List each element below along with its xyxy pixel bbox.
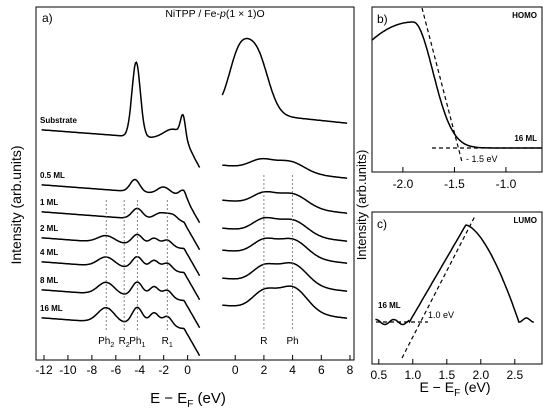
x-tick-label: -2	[158, 363, 169, 377]
spectrum-left-line	[41, 306, 201, 357]
x-tick-label: -2.0	[393, 177, 414, 191]
spectrum-label: 2 ML	[40, 224, 58, 233]
panel-c-legend: LUMO	[513, 216, 537, 225]
spectrum-label: 1 ML	[40, 198, 58, 207]
spectrum-right-line	[222, 190, 348, 214]
x-tick-label: -6	[110, 363, 121, 377]
onset-fit-line	[421, 7, 463, 163]
panel-b: b) HOMO 16 ML - 1.5 eV -2.0 -1.5 -1.0	[371, 6, 543, 191]
onset-label: - 1.5 eV	[466, 154, 498, 164]
curve-label: 16 ML	[514, 134, 537, 143]
homo-curve	[371, 21, 542, 149]
spectrum-right-line	[221, 37, 348, 124]
x-tick-label: 1.0	[404, 368, 421, 382]
spectrum-right-line	[222, 262, 348, 292]
x-tick-label: 6	[318, 363, 325, 377]
spectrum-label: Substrate	[40, 116, 77, 125]
panel-b-legend: HOMO	[512, 11, 537, 20]
spectrum-right-line	[222, 216, 348, 242]
peak-annotation: Ph2	[98, 336, 114, 349]
panel-label-b: b)	[377, 12, 388, 26]
panel-a-frame	[35, 6, 355, 361]
x-tick-label: -10	[59, 363, 77, 377]
x-tick-label: 2.0	[472, 368, 489, 382]
x-tick-label: -12	[35, 363, 53, 377]
x-tick-label: 8	[347, 363, 354, 377]
spectrum-left-line	[41, 255, 201, 301]
x-tick-label: -4	[134, 363, 145, 377]
x-tick-label: -1.5	[444, 177, 465, 191]
peak-annotation: R	[260, 336, 267, 347]
spectrum-left-line	[41, 281, 201, 329]
spectrum-label: 0.5 ML	[40, 171, 65, 180]
x-axis-label-right: E − EF (eV)	[419, 379, 490, 399]
panel-a-title: NiTPP / Fe-p(1 × 1)O	[165, 8, 264, 20]
panel-b-frame	[371, 6, 543, 173]
x-tick-label: 0	[184, 363, 191, 377]
peak-annotation: R1	[162, 336, 173, 349]
peak-annotation: R2	[119, 336, 130, 349]
spectrum-left-line	[41, 207, 201, 251]
x-tick-label: -8	[87, 363, 98, 377]
panel-c-frame	[371, 211, 543, 365]
spectrum-left-line	[41, 61, 201, 168]
spectrum-right-line	[222, 285, 348, 319]
lumo-curve	[375, 224, 534, 326]
x-tick-label: 1.5	[438, 368, 455, 382]
x-axis-label-left: E − EF (eV)	[150, 390, 226, 410]
x-tick-label: 2	[261, 363, 268, 377]
peak-annotation: Ph1	[129, 336, 145, 349]
peak-annotation: Ph	[286, 336, 298, 347]
onset-fit-line	[401, 215, 476, 359]
spectrum-label: 8 ML	[40, 276, 58, 285]
panel-c: c) LUMO 16 ML 1.0 eV 0.5 1.0 1.5 2.0 2.5	[370, 211, 543, 382]
spectrum-label: 4 ML	[40, 248, 58, 257]
spectrum-right-line	[222, 157, 348, 179]
y-axis-label-right: Intensity (arb.units)	[354, 150, 369, 261]
x-tick-label: 0.5	[370, 368, 387, 382]
curve-label: 16 ML	[378, 301, 401, 310]
x-tick-label: 4	[289, 363, 296, 377]
onset-label: 1.0 eV	[428, 310, 454, 320]
y-axis-label-left: Intensity (arb.units)	[8, 145, 24, 264]
x-tick-label: 0	[232, 363, 239, 377]
panel-label-c: c)	[377, 217, 387, 231]
panel-a: a) NiTPP / Fe-p(1 × 1)O Substrate 0.5 ML 1 M…	[35, 6, 355, 377]
spectrum-left-line	[41, 178, 201, 224]
x-tick-label: -1.0	[496, 177, 517, 191]
spectrum-label: 16 ML	[40, 304, 63, 313]
spectrum-left-line	[41, 233, 201, 277]
panel-label-a: a)	[42, 11, 53, 25]
spectrum-right-line	[222, 237, 348, 264]
x-tick-label: 2.5	[506, 368, 523, 382]
